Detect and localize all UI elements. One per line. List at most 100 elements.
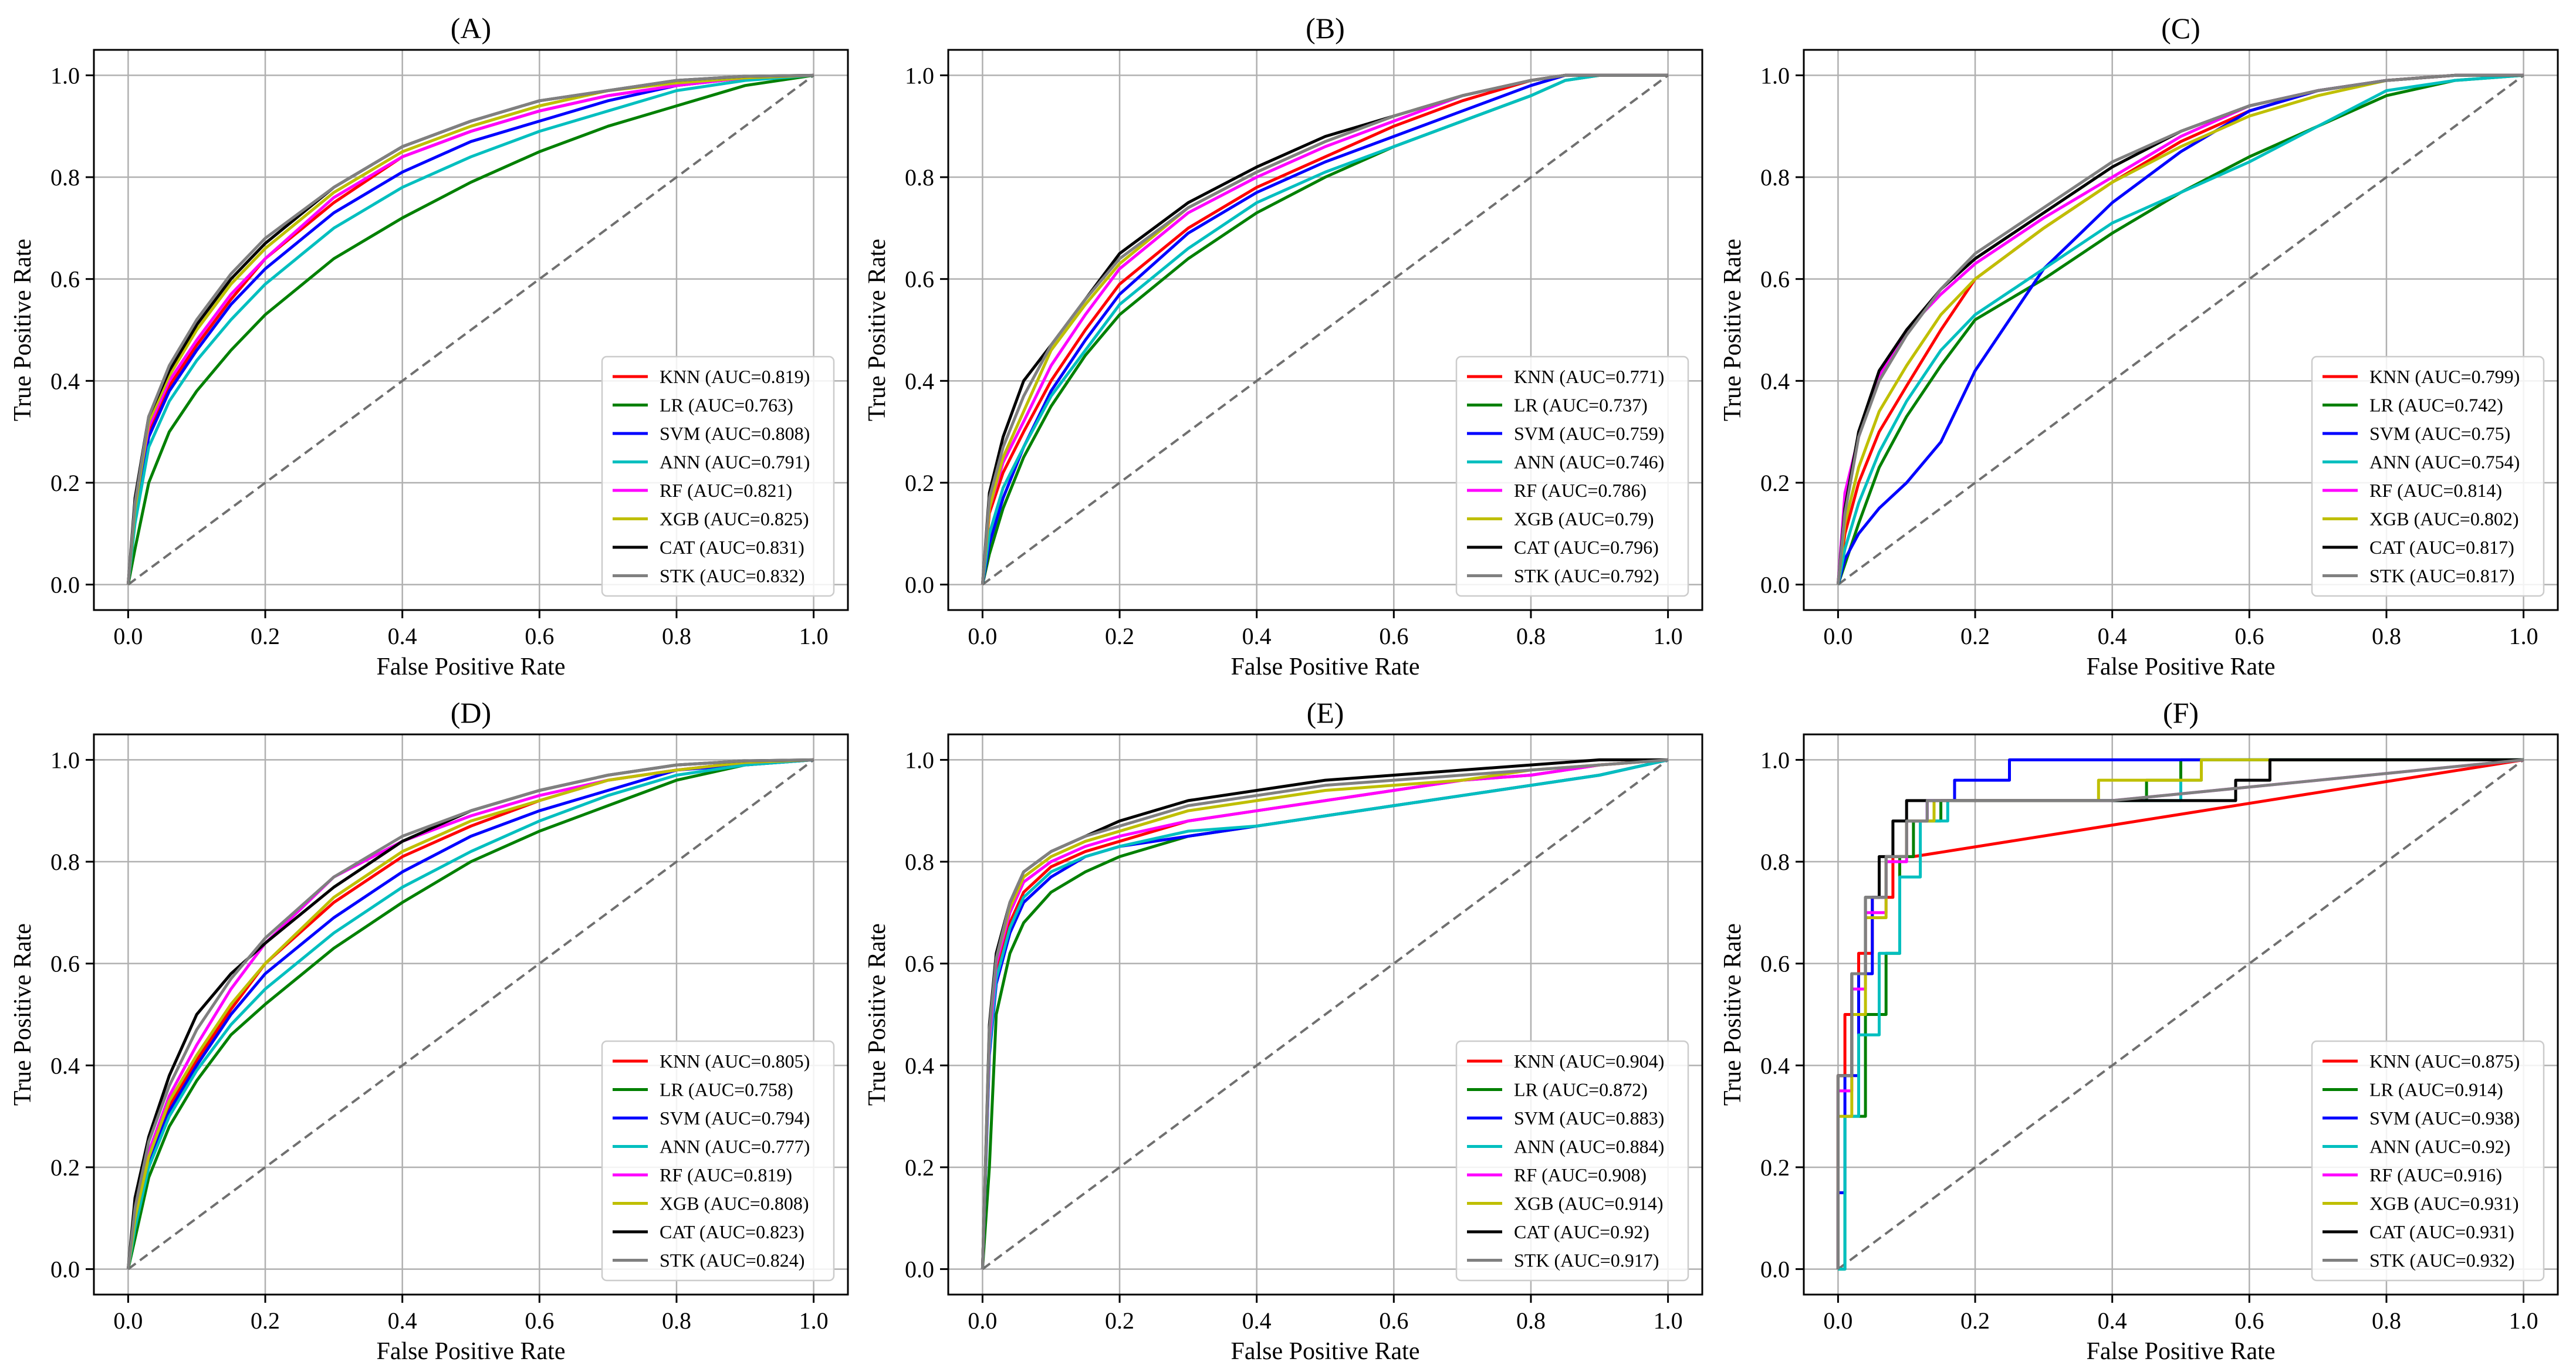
legend-entry: ANN (AUC=0.884) (1514, 1136, 1664, 1157)
legend-entry: STK (AUC=0.832) (660, 565, 804, 587)
legend-entry: XGB (AUC=0.79) (1514, 509, 1654, 530)
roc-curve-lr (126, 758, 814, 1270)
roc-curve-stk (126, 73, 814, 585)
y-axis-label: True Positive Rate (9, 923, 36, 1106)
x-axis-label: False Positive Rate (2087, 1338, 2276, 1365)
y-tick-label: 0.0 (50, 1256, 80, 1283)
x-tick-label: 0.2 (1960, 623, 1990, 649)
x-tick-label: 0.2 (1105, 623, 1134, 649)
y-tick-label: 0.8 (50, 849, 80, 875)
y-axis-label: True Positive Rate (9, 239, 36, 421)
legend-entry: SVM (AUC=0.794) (660, 1107, 810, 1129)
x-tick-label: 0.6 (525, 1307, 554, 1334)
legend-entry: ANN (AUC=0.777) (660, 1136, 810, 1157)
chance-diagonal (127, 74, 814, 586)
x-tick-label: 0.4 (2098, 1307, 2127, 1334)
chance-diagonal (1837, 758, 2524, 1271)
legend-entry: ANN (AUC=0.791) (660, 452, 810, 473)
roc-curve-stk (981, 758, 1668, 1269)
legend-entry: RF (AUC=0.821) (660, 480, 792, 501)
legend-box (2311, 355, 2545, 597)
roc-curve-xgb (126, 758, 814, 1269)
y-axis-label: True Positive Rate (864, 239, 891, 421)
x-tick-label: 0.4 (388, 623, 417, 649)
roc-curve-rf (126, 73, 814, 585)
x-tick-label: 1.0 (1654, 1307, 1683, 1334)
x-tick-label: 1.0 (799, 1307, 829, 1334)
plot-frame (1803, 49, 2559, 611)
y-tick-label: 1.0 (1760, 62, 1790, 89)
y-tick-label: 0.8 (1760, 849, 1790, 875)
legend-entry: KNN (AUC=0.819) (660, 366, 810, 387)
y-tick-label: 0.4 (1760, 1052, 1790, 1079)
chart-title: (D) (451, 696, 491, 729)
x-tick-label: 0.2 (1105, 1307, 1134, 1334)
chart-title: (F) (2163, 696, 2199, 729)
y-tick-label: 0.6 (905, 266, 934, 293)
roc-curve-stk (126, 758, 814, 1269)
legend-entry: RF (AUC=0.819) (660, 1164, 792, 1185)
legend-entry: KNN (AUC=0.805) (660, 1051, 810, 1072)
x-tick-label: 0.4 (1242, 623, 1272, 649)
y-axis-label: True Positive Rate (1719, 923, 1746, 1106)
roc-panel: 0.0 0.2 0.4 0.6 0.8 1.0 0.0 0.2 0.4 0.6 0.8 1.0 (B) F… (864, 12, 1703, 680)
x-tick-label: 1.0 (799, 623, 829, 649)
y-tick-label: 0.6 (1760, 951, 1790, 977)
legend-entry: STK (AUC=0.932) (2369, 1250, 2514, 1271)
legend-box (2311, 1040, 2545, 1282)
legend-entry: SVM (AUC=0.938) (2369, 1107, 2520, 1129)
roc-curve-xgb (126, 73, 814, 585)
plot-frame (947, 733, 1703, 1296)
legend: KNN (AUC=0.819) LR (AUC=0.763) SVM (AUC=0.… (601, 355, 835, 597)
y-tick-label: 0.2 (905, 1154, 934, 1181)
legend-box (1455, 1040, 1689, 1282)
x-tick-label: 0.2 (251, 623, 280, 649)
chart-title: (E) (1307, 696, 1344, 729)
y-tick-label: 1.0 (905, 62, 934, 89)
chance-diagonal (1837, 74, 2524, 586)
roc-panel: 0.0 0.2 0.4 0.6 0.8 1.0 0.0 0.2 0.4 0.6 0.8 1.0 (C) F… (1719, 12, 2559, 680)
plot-frame (93, 49, 849, 611)
y-tick-label: 1.0 (50, 747, 80, 773)
legend-entry: SVM (AUC=0.75) (2369, 423, 2510, 444)
roc-curve-lr (1837, 73, 2524, 585)
y-axis-label: True Positive Rate (864, 923, 891, 1106)
roc-curve-stk (1836, 73, 2524, 585)
legend: KNN (AUC=0.799) LR (AUC=0.742) SVM (AUC=0.… (2311, 355, 2545, 597)
legend-entry: CAT (AUC=0.796) (1514, 537, 1659, 558)
y-tick-label: 0.2 (50, 470, 80, 496)
roc-curve-stk (1836, 758, 2524, 1269)
legend-entry: XGB (AUC=0.825) (660, 509, 809, 530)
y-tick-label: 1.0 (1760, 747, 1790, 773)
legend-entry: KNN (AUC=0.799) (2369, 366, 2520, 387)
legend-entry: CAT (AUC=0.931) (2369, 1221, 2514, 1242)
chart-title: (A) (451, 12, 491, 45)
x-tick-label: 0.2 (251, 1307, 280, 1334)
legend-entry: XGB (AUC=0.808) (660, 1193, 809, 1214)
legend-entry: RF (AUC=0.786) (1514, 480, 1647, 501)
legend-entry: LR (AUC=0.737) (1514, 395, 1648, 416)
roc-panel: 0.0 0.2 0.4 0.6 0.8 1.0 0.0 0.2 0.4 0.6 0.8 1.0 (D) F… (9, 696, 849, 1365)
y-tick-label: 0.0 (905, 572, 934, 598)
x-tick-label: 0.4 (388, 1307, 417, 1334)
x-axis-label: False Positive Rate (2087, 653, 2276, 680)
legend-entry: CAT (AUC=0.92) (1514, 1221, 1649, 1242)
y-tick-label: 0.4 (1760, 368, 1790, 394)
x-tick-label: 0.8 (1516, 1307, 1546, 1334)
x-tick-label: 1.0 (1654, 623, 1683, 649)
legend-entry: XGB (AUC=0.802) (2369, 509, 2518, 530)
x-tick-label: 0.8 (1516, 623, 1546, 649)
legend-entry: CAT (AUC=0.817) (2369, 537, 2514, 558)
legend: KNN (AUC=0.805) LR (AUC=0.758) SVM (AUC=0.… (601, 1040, 835, 1282)
y-tick-label: 0.4 (50, 368, 80, 394)
legend: KNN (AUC=0.771) LR (AUC=0.737) SVM (AUC=0.… (1455, 355, 1689, 597)
y-tick-label: 0.6 (50, 266, 80, 293)
y-tick-label: 0.4 (905, 368, 934, 394)
legend-entry: LR (AUC=0.914) (2369, 1079, 2503, 1100)
legend-entry: SVM (AUC=0.883) (1514, 1107, 1664, 1129)
x-axis-label: False Positive Rate (377, 653, 566, 680)
legend-entry: KNN (AUC=0.875) (2369, 1051, 2520, 1072)
x-tick-label: 0.0 (1823, 623, 1852, 649)
legend-entry: SVM (AUC=0.808) (660, 423, 810, 444)
